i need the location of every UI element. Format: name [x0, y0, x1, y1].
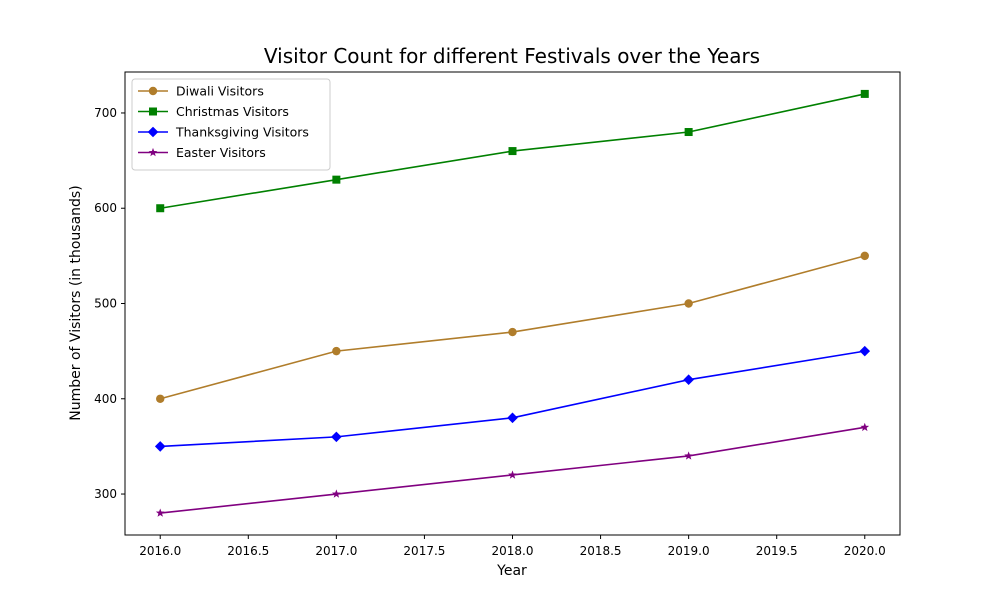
legend: Diwali Visitors Christmas Visitors Thanksg…	[131, 78, 331, 171]
y-tick-label: 300	[94, 487, 117, 501]
x-tick-label: 2016.5	[227, 544, 269, 558]
data-point-thanksgiving-visitors	[683, 374, 694, 386]
series-line-thanksgiving-visitors	[160, 350, 865, 448]
data-point-christmas-visitors	[332, 175, 341, 184]
data-point-christmas-visitors	[684, 128, 693, 137]
data-point-diwali-visitors	[508, 327, 517, 337]
legend-marker-thanksgiving-visitors	[147, 126, 159, 138]
data-point-easter-visitors	[155, 508, 165, 517]
legend-label-diwali-visitors: Diwali Visitors	[176, 84, 264, 99]
data-point-diwali-visitors	[860, 251, 869, 261]
data-point-diwali-visitors	[332, 346, 341, 356]
y-tick-label: 400	[94, 392, 117, 406]
x-axis-label: Year	[496, 563, 527, 579]
data-point-easter-visitors	[860, 422, 870, 432]
data-point-easter-visitors	[684, 451, 694, 460]
data-point-thanksgiving-visitors	[154, 441, 166, 452]
x-tick-label: 2017.0	[315, 544, 357, 558]
data-point-thanksgiving-visitors	[859, 345, 871, 357]
y-tick-label: 500	[94, 297, 117, 311]
x-tick-label: 2020.0	[844, 544, 886, 558]
x-tick-label: 2018.5	[580, 544, 622, 558]
data-point-diwali-visitors	[684, 299, 693, 308]
legend-box	[131, 78, 331, 171]
x-tick-label: 2018.0	[492, 544, 534, 558]
legend-label-christmas-visitors: Christmas Visitors	[176, 104, 289, 119]
legend-marker-christmas-visitors	[149, 107, 157, 116]
data-point-christmas-visitors	[156, 204, 165, 213]
series-line-diwali-visitors	[160, 255, 865, 400]
x-tick-label: 2019.5	[756, 544, 798, 558]
data-point-thanksgiving-visitors	[331, 431, 342, 443]
legend-marker-easter-visitors	[148, 147, 158, 157]
data-point-diwali-visitors	[156, 394, 165, 403]
x-tick-label: 2017.5	[403, 544, 445, 558]
y-axis-label: Number of Visitors (in thousands)	[68, 185, 84, 420]
legend-label-thanksgiving-visitors: Thanksgiving Visitors	[175, 125, 309, 140]
x-tick-label: 2016.0	[139, 544, 181, 558]
chart-title: Visitor Count for different Festivals ov…	[264, 44, 760, 68]
plot-area: 2016.0 2016.5 2017.0 2017.5 2018.0 2018.5 2019…	[94, 71, 901, 558]
data-point-thanksgiving-visitors	[507, 412, 518, 424]
legend-marker-diwali-visitors	[148, 86, 158, 96]
x-tick-label: 2019.0	[668, 544, 710, 558]
data-point-christmas-visitors	[860, 89, 869, 98]
data-point-christmas-visitors	[508, 147, 517, 156]
y-tick-label: 700	[94, 106, 117, 120]
data-point-easter-visitors	[508, 470, 517, 479]
legend-label-easter-visitors: Easter Visitors	[176, 145, 266, 160]
data-point-easter-visitors	[331, 489, 341, 498]
y-tick-label: 600	[94, 201, 117, 215]
